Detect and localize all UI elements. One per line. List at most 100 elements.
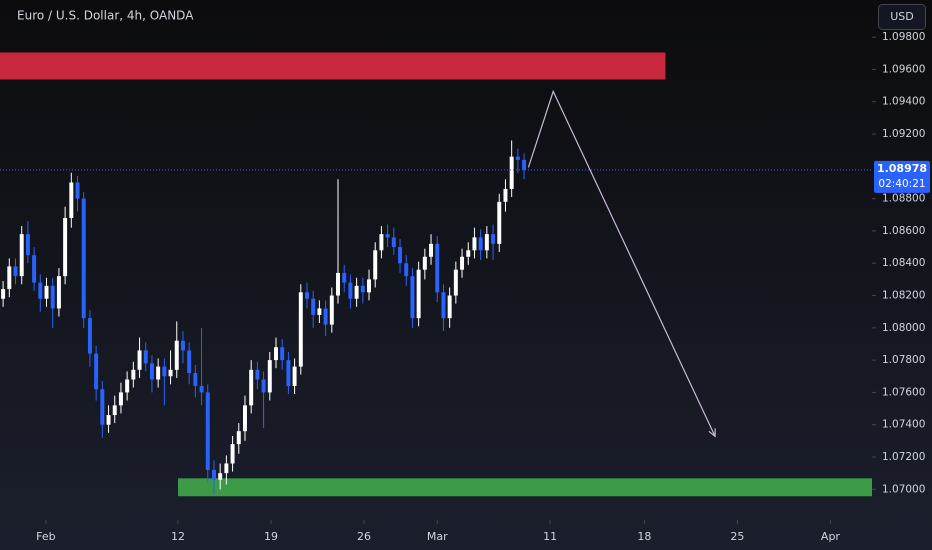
candle-body bbox=[94, 353, 99, 390]
currency-button[interactable] bbox=[878, 4, 926, 30]
candle-body bbox=[137, 350, 142, 370]
candle-body bbox=[267, 360, 272, 393]
candle-body bbox=[211, 469, 216, 480]
candle-body bbox=[348, 282, 353, 299]
y-tick-label: 1.08600 bbox=[882, 225, 925, 237]
candle-body bbox=[242, 405, 247, 432]
candle-body bbox=[249, 369, 254, 406]
candle-body bbox=[131, 369, 136, 380]
candle-body bbox=[224, 463, 229, 474]
x-tick-label: 26 bbox=[357, 530, 371, 543]
candle-body bbox=[118, 392, 123, 406]
candle-body bbox=[404, 263, 409, 277]
candle-body bbox=[162, 366, 167, 377]
candle-body bbox=[168, 369, 173, 377]
candle-body bbox=[398, 247, 403, 264]
y-tick-label: 1.08800 bbox=[882, 193, 925, 205]
candle-body bbox=[112, 405, 117, 416]
candle-body bbox=[503, 188, 508, 202]
x-tick-label: Apr bbox=[821, 530, 841, 543]
y-tick-label: 1.09400 bbox=[882, 96, 925, 108]
x-tick-label: 11 bbox=[543, 530, 557, 543]
last-price-box bbox=[874, 160, 930, 193]
candle-body bbox=[354, 285, 359, 299]
candle-body bbox=[323, 308, 328, 325]
candle-body bbox=[379, 234, 384, 251]
y-tick-label: 1.09200 bbox=[882, 128, 925, 140]
y-tick-label: 1.07800 bbox=[882, 354, 925, 366]
y-tick-label: 1.08400 bbox=[882, 257, 925, 269]
currency-label[interactable]: USD bbox=[890, 10, 914, 23]
candle-body bbox=[478, 237, 483, 251]
candle-body bbox=[305, 292, 309, 299]
y-tick-label: 1.08000 bbox=[882, 322, 925, 334]
candle-body bbox=[484, 234, 489, 251]
candle-body bbox=[199, 385, 204, 393]
candle-body bbox=[56, 276, 61, 309]
candle-body bbox=[25, 234, 30, 256]
candle-body bbox=[280, 347, 285, 361]
candle-body bbox=[373, 250, 378, 280]
candle-body bbox=[385, 234, 390, 238]
candle-body bbox=[453, 269, 458, 296]
candle-body bbox=[1, 289, 6, 299]
candle-body bbox=[522, 159, 527, 170]
candle-body bbox=[429, 243, 434, 257]
candle-body bbox=[435, 243, 440, 293]
candle-body bbox=[193, 373, 198, 386]
candle-body bbox=[466, 250, 471, 257]
candle-body bbox=[63, 218, 68, 277]
candle-body bbox=[143, 350, 148, 364]
y-tick-label: 1.07400 bbox=[882, 419, 925, 431]
candle-body bbox=[497, 201, 502, 244]
y-tick-label: 1.07600 bbox=[882, 386, 925, 398]
candle-body bbox=[298, 292, 303, 367]
arrow-head bbox=[708, 428, 716, 438]
candle-body bbox=[336, 272, 340, 296]
candle-body bbox=[75, 182, 80, 199]
candle-body bbox=[13, 266, 18, 277]
zone bbox=[177, 478, 872, 497]
candle-body bbox=[441, 292, 446, 319]
candle-body bbox=[106, 415, 111, 425]
candle-body bbox=[180, 340, 185, 351]
candle-body bbox=[286, 360, 291, 386]
candle-body bbox=[472, 237, 477, 251]
candle-body bbox=[329, 295, 334, 325]
y-tick-label: 1.09800 bbox=[882, 31, 925, 43]
candle-body bbox=[292, 366, 297, 386]
candle-body bbox=[391, 237, 396, 248]
candle-body bbox=[187, 350, 192, 374]
candle-body bbox=[7, 266, 12, 290]
candle-body bbox=[125, 379, 130, 393]
candle-body bbox=[317, 308, 322, 315]
chart-title: Euro / U.S. Dollar, 4h, OANDA bbox=[17, 9, 194, 23]
x-tick-label: 25 bbox=[730, 530, 744, 543]
candle-body bbox=[174, 340, 179, 370]
candle-body bbox=[460, 256, 465, 270]
candle-body bbox=[491, 234, 496, 244]
y-tick-label: 1.08200 bbox=[882, 290, 925, 302]
candle-body bbox=[447, 295, 452, 319]
candle-body bbox=[44, 285, 49, 299]
candle-body bbox=[255, 369, 260, 380]
y-tick-label: 1.07000 bbox=[882, 483, 925, 495]
candle-body bbox=[367, 279, 372, 293]
candle-body bbox=[69, 182, 74, 219]
candle-body bbox=[422, 256, 427, 270]
countdown-label: 02:40:21 bbox=[878, 178, 925, 190]
zone bbox=[0, 52, 666, 80]
candle-body bbox=[50, 285, 55, 309]
candle-body bbox=[236, 431, 241, 445]
last-price-label: 1.08978 bbox=[877, 162, 927, 175]
x-tick-label: 19 bbox=[264, 530, 278, 543]
candle-body bbox=[156, 366, 161, 380]
candle-body bbox=[32, 255, 37, 283]
candle-body bbox=[87, 318, 92, 354]
candle-body bbox=[38, 282, 43, 299]
x-tick-label: Feb bbox=[36, 530, 55, 543]
candle-body bbox=[515, 156, 520, 160]
